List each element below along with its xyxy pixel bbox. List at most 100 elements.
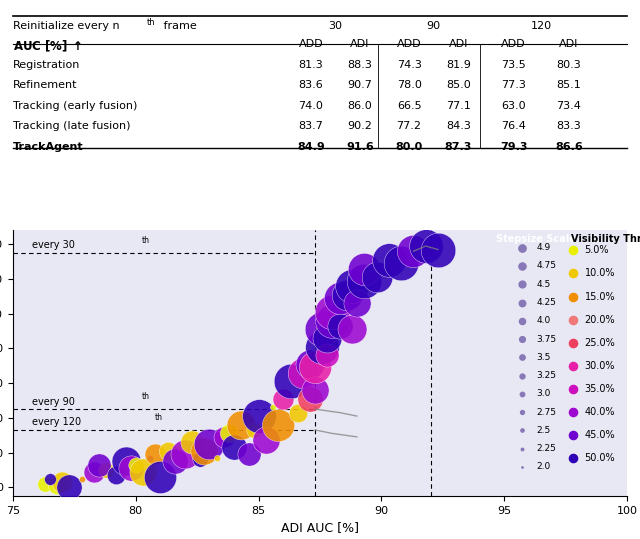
Point (64, 483, 74, 492)
Point (200, 446, 210, 455)
Text: 86.0: 86.0 (348, 101, 372, 110)
Point (138, 467, 148, 476)
Point (517, 426, 527, 435)
Text: Tracking (early fusion): Tracking (early fusion) (13, 101, 137, 110)
Text: 10.0%: 10.0% (584, 268, 615, 279)
Point (268, 403, 278, 412)
Text: 4.9: 4.9 (536, 243, 550, 252)
Point (310, 363, 320, 372)
Text: 74.3: 74.3 (397, 60, 422, 70)
Text: every 90: every 90 (33, 397, 76, 406)
Text: 20.0%: 20.0% (584, 315, 615, 324)
Point (219, 433, 229, 441)
Text: 2.25: 2.25 (536, 444, 556, 453)
Text: ADD: ADD (501, 39, 526, 49)
Point (568, 431, 579, 439)
Point (111, 471, 121, 479)
Point (517, 462, 527, 471)
Text: 79.3: 79.3 (500, 142, 527, 151)
Point (568, 454, 579, 462)
Point (420, 241, 431, 250)
Point (517, 444, 527, 453)
Point (45, 474, 55, 483)
Point (517, 390, 527, 398)
Point (359, 264, 369, 273)
X-axis label: ADI AUC [%]: ADI AUC [%] (281, 521, 359, 534)
Point (170, 457, 180, 466)
Point (568, 315, 579, 324)
Point (371, 273, 381, 281)
Point (187, 438, 197, 446)
Point (244, 450, 254, 459)
Text: 88.3: 88.3 (348, 60, 372, 70)
Text: Visibility Threshold: Visibility Threshold (572, 234, 640, 244)
Text: 86.6: 86.6 (555, 142, 582, 151)
Text: 45.0%: 45.0% (584, 430, 615, 440)
Text: 35.0%: 35.0% (584, 384, 615, 394)
Text: 66.5: 66.5 (397, 101, 421, 110)
Point (517, 280, 527, 288)
Point (248, 426, 259, 434)
Point (335, 294, 345, 302)
Point (327, 308, 337, 316)
Text: 87.3: 87.3 (445, 142, 472, 151)
Point (347, 325, 357, 334)
Point (568, 292, 579, 301)
Point (285, 377, 296, 386)
Point (327, 316, 337, 325)
Text: 3.0: 3.0 (536, 389, 550, 398)
Point (568, 385, 579, 393)
Point (568, 269, 579, 278)
Text: 2.0: 2.0 (536, 462, 550, 472)
Text: 85.1: 85.1 (556, 80, 581, 90)
Text: 77.1: 77.1 (446, 101, 470, 110)
Point (278, 395, 288, 403)
Text: ADI: ADI (559, 39, 579, 49)
Text: 2.75: 2.75 (536, 407, 556, 417)
Text: every 30: every 30 (33, 240, 76, 251)
Text: 30.0%: 30.0% (584, 361, 615, 371)
Text: 3.75: 3.75 (536, 335, 556, 343)
Text: 40.0%: 40.0% (584, 407, 615, 417)
Text: 63.0: 63.0 (501, 101, 526, 110)
Text: 4.0: 4.0 (536, 316, 550, 325)
Point (317, 325, 328, 334)
Point (180, 450, 190, 459)
Point (359, 277, 369, 285)
Point (517, 298, 527, 307)
Point (195, 455, 205, 464)
Text: ADD: ADD (397, 39, 421, 49)
Point (517, 371, 527, 380)
Text: Refinement: Refinement (13, 80, 77, 90)
Text: 73.4: 73.4 (556, 101, 581, 110)
Text: ADD: ADD (298, 39, 323, 49)
Point (89, 467, 99, 476)
Text: th: th (142, 392, 150, 402)
Point (568, 246, 579, 254)
Text: 78.0: 78.0 (397, 80, 422, 90)
Text: 90.2: 90.2 (348, 121, 372, 131)
Point (335, 322, 345, 330)
Point (352, 299, 362, 308)
Text: Reinitialize every n: Reinitialize every n (13, 20, 120, 31)
Point (517, 261, 527, 270)
Text: 83.7: 83.7 (298, 121, 323, 131)
Point (568, 338, 579, 347)
Text: ADI: ADI (449, 39, 468, 49)
Point (517, 244, 527, 252)
Point (273, 420, 284, 429)
Point (150, 450, 161, 459)
Point (305, 395, 316, 403)
Text: 80.3: 80.3 (556, 60, 581, 70)
Text: 4.5: 4.5 (536, 280, 550, 289)
Point (323, 351, 333, 360)
Text: $\mathbf{AUC\ [\%]\ {\uparrow}}$: $\mathbf{AUC\ [\%]\ {\uparrow}}$ (13, 39, 82, 54)
Point (310, 386, 320, 395)
Point (517, 408, 527, 417)
Point (131, 460, 141, 469)
Point (317, 342, 328, 351)
Point (253, 412, 264, 420)
Point (204, 439, 214, 448)
Text: 120: 120 (531, 20, 552, 31)
Point (292, 408, 303, 417)
